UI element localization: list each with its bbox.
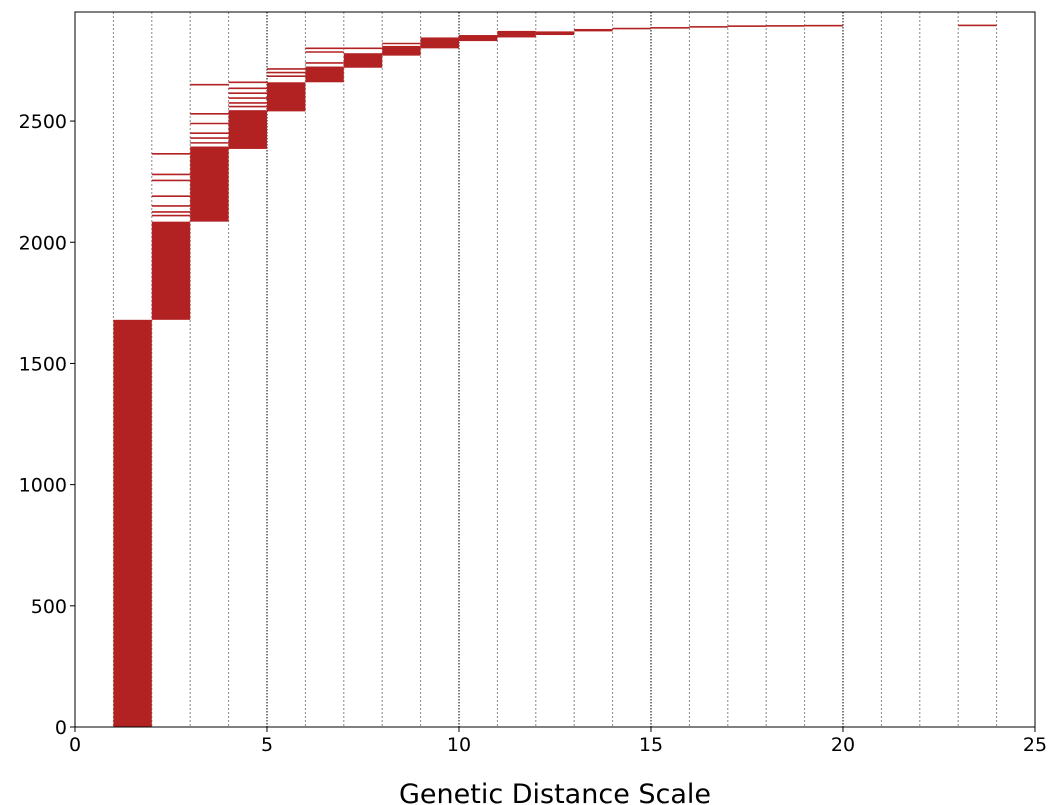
x-tick-label: 15 — [639, 734, 663, 756]
bar-block — [151, 221, 191, 320]
bar-block — [574, 28, 613, 32]
bar-block — [305, 66, 344, 83]
x-tick-label: 20 — [831, 734, 855, 756]
bar-block — [459, 35, 498, 42]
y-axis-ticks: 0 500 1000 1500 2000 2500 — [19, 111, 75, 739]
y-tick-label: 1000 — [19, 475, 67, 497]
x-tick-label: 5 — [261, 734, 273, 756]
x-tick-label: 10 — [447, 734, 471, 756]
y-tick-label: 0 — [55, 717, 67, 739]
bar-block — [267, 82, 306, 112]
bar-block — [497, 30, 536, 38]
bar-block — [228, 110, 267, 149]
x-tick-label: 0 — [69, 734, 81, 756]
bar-block — [612, 27, 651, 30]
bar-block — [766, 25, 805, 27]
y-tick-label: 2500 — [19, 111, 67, 133]
y-tick-label: 2000 — [19, 232, 67, 254]
y-tick-label: 500 — [31, 596, 67, 618]
y-tick-label: 1500 — [19, 353, 67, 375]
x-gridlines — [112, 12, 998, 727]
bar-block — [190, 146, 229, 222]
bar-block — [535, 31, 575, 36]
bars — [113, 24, 997, 727]
bar-block — [651, 27, 690, 29]
x-axis-ticks: 0 5 10 15 20 25 — [69, 727, 1047, 756]
bar-block — [689, 26, 728, 28]
bar-block — [343, 53, 383, 68]
x-axis-title: Genetic Distance Scale — [399, 779, 711, 805]
bar-block — [382, 45, 421, 56]
bar-block — [420, 37, 459, 49]
plot-area-frame — [74, 11, 1036, 728]
x-tick-label: 25 — [1023, 734, 1047, 756]
bar-block — [804, 24, 843, 27]
bar-block — [958, 24, 997, 27]
bar-block — [113, 319, 152, 727]
bar-block — [727, 25, 767, 27]
